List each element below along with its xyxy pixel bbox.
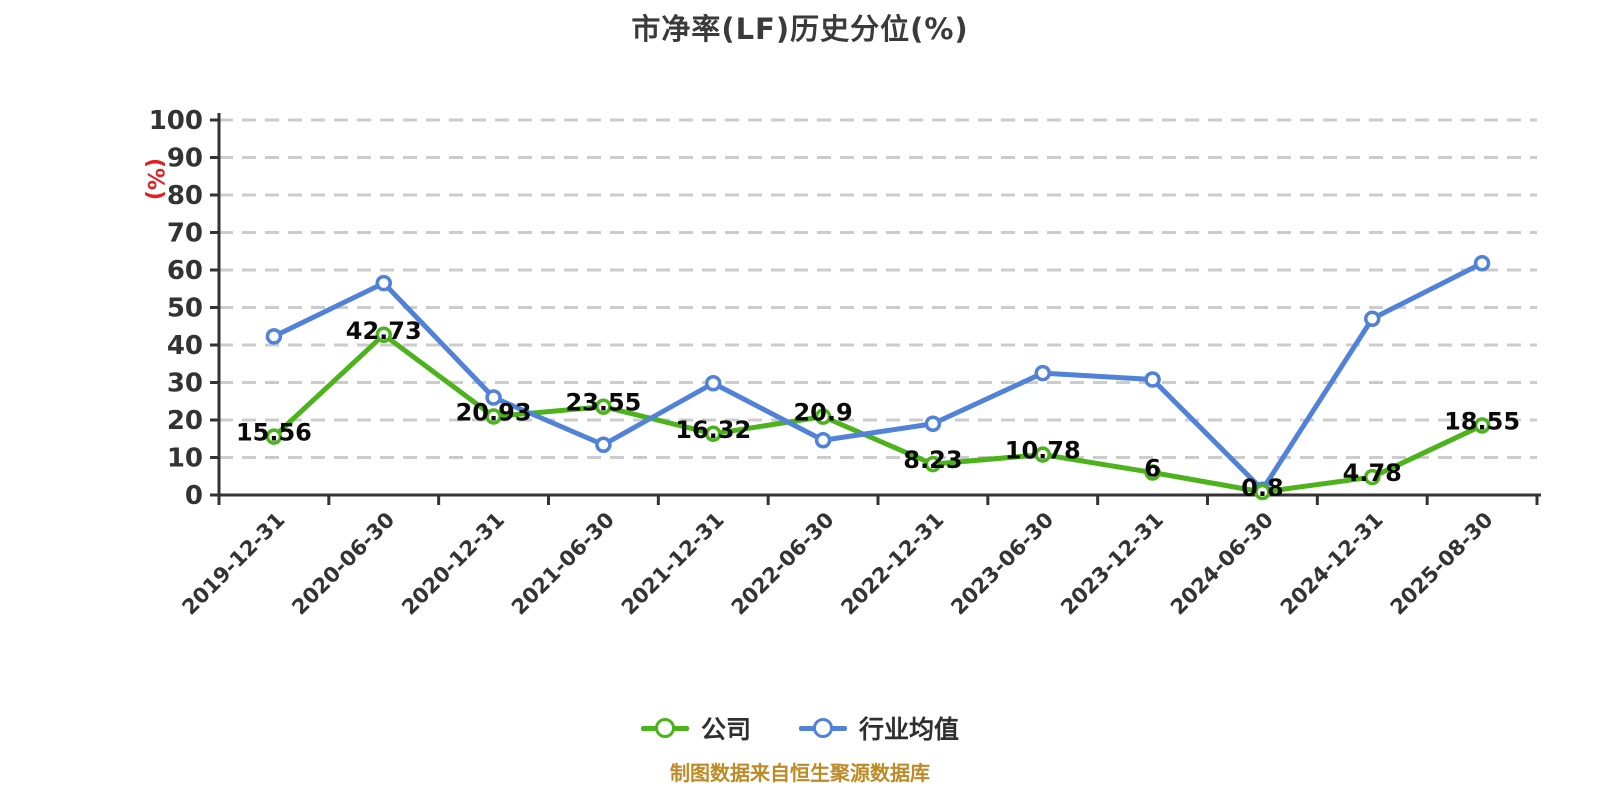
data-point-industry[interactable] — [1364, 310, 1381, 327]
x-axis-tick-label: 2020-12-31 — [397, 508, 509, 620]
y-axis-tick-label: 80 — [167, 181, 203, 211]
x-axis-tick-label: 2023-12-31 — [1056, 508, 1168, 620]
data-point-company[interactable] — [265, 428, 283, 445]
series-line-industry — [271, 260, 1485, 493]
data-point-industry[interactable] — [265, 328, 283, 345]
x-axis-tick-label: 2021-12-31 — [617, 508, 729, 620]
x-axis-tick-label: 2022-06-30 — [727, 508, 839, 620]
source-caption: 制图数据来自恒生聚源数据库 — [670, 761, 930, 785]
data-point-company[interactable] — [924, 455, 942, 473]
data-point-industry[interactable] — [1034, 364, 1051, 382]
y-axis-tick-label: 0 — [185, 481, 203, 511]
x-axis-tick-label: 2025-08-30 — [1386, 508, 1498, 620]
legend: 公司 行业均值 — [0, 710, 1600, 746]
y-axis-tick-label: 100 — [149, 106, 203, 136]
data-label-company: 23.55 — [565, 389, 641, 417]
data-point-industry[interactable] — [485, 389, 502, 406]
data-label-company: 0.8 — [1241, 474, 1284, 502]
x-axis-tick-label: 2023-06-30 — [946, 508, 1058, 620]
series-line-company — [271, 332, 1485, 495]
x-axis-tick-label: 2021-06-30 — [507, 508, 619, 620]
x-axis-tick-label: 2024-12-31 — [1276, 508, 1388, 620]
data-label-company: 6 — [1144, 455, 1161, 483]
data-point-company[interactable] — [1254, 483, 1271, 501]
data-point-company[interactable] — [1034, 446, 1051, 463]
y-axis-tick-label: 20 — [167, 406, 203, 436]
data-label-company: 16.32 — [675, 416, 751, 444]
data-point-company[interactable] — [1473, 417, 1491, 434]
data-point-industry[interactable] — [595, 436, 612, 453]
data-point-company[interactable] — [485, 408, 502, 425]
x-axis-tick-label: 2019-12-31 — [177, 508, 289, 620]
data-point-company[interactable] — [1144, 464, 1161, 481]
data-point-company[interactable] — [1364, 468, 1381, 486]
chart-title: 市净率(LF)历史分位(%) — [631, 12, 969, 46]
y-axis-tick-label: 90 — [167, 144, 203, 174]
legend-dot-icon — [813, 718, 833, 738]
x-axis-tick-label: 2020-06-30 — [287, 508, 399, 620]
data-label-company: 18.55 — [1444, 407, 1520, 435]
data-label-company: 15.56 — [236, 419, 312, 447]
data-point-company[interactable] — [595, 398, 612, 415]
data-label-company: 42.73 — [346, 317, 422, 345]
legend-item-company[interactable]: 公司 — [640, 710, 751, 746]
y-axis-tick-label: 50 — [167, 294, 203, 324]
data-label-company: 20.93 — [456, 399, 532, 427]
data-label-company: 4.78 — [1343, 459, 1402, 487]
legend-label-company: 公司 — [700, 715, 751, 744]
y-axis-tick-label: 60 — [167, 256, 203, 286]
data-point-industry[interactable] — [705, 375, 722, 392]
data-label-company: 20.9 — [793, 399, 852, 427]
data-point-industry[interactable] — [924, 415, 942, 432]
y-axis-tick-label: 40 — [167, 331, 203, 361]
legend-item-industry[interactable]: 行业均值 — [799, 710, 959, 746]
x-axis-tick-label: 2024-06-30 — [1166, 508, 1278, 620]
data-point-industry[interactable] — [814, 432, 832, 449]
data-point-company[interactable] — [705, 425, 722, 443]
y-axis-tick-label: 10 — [167, 444, 203, 474]
data-point-industry[interactable] — [375, 274, 392, 292]
data-label-company: 10.78 — [1005, 437, 1081, 465]
data-point-company[interactable] — [375, 326, 392, 344]
legend-marker-icon-industry — [799, 717, 847, 739]
legend-label-industry: 行业均值 — [859, 715, 960, 744]
data-point-industry[interactable] — [1473, 255, 1491, 272]
legend-dot-icon — [654, 718, 675, 738]
x-axis-tick-label: 2022-12-31 — [836, 508, 948, 620]
data-point-industry[interactable] — [1144, 371, 1161, 388]
data-point-company[interactable] — [814, 408, 832, 425]
y-axis-tick-label: 70 — [167, 219, 203, 249]
data-label-company: 8.23 — [903, 446, 962, 474]
y-axis-tick-label: 30 — [167, 369, 203, 399]
legend-marker-icon-company — [640, 717, 689, 739]
